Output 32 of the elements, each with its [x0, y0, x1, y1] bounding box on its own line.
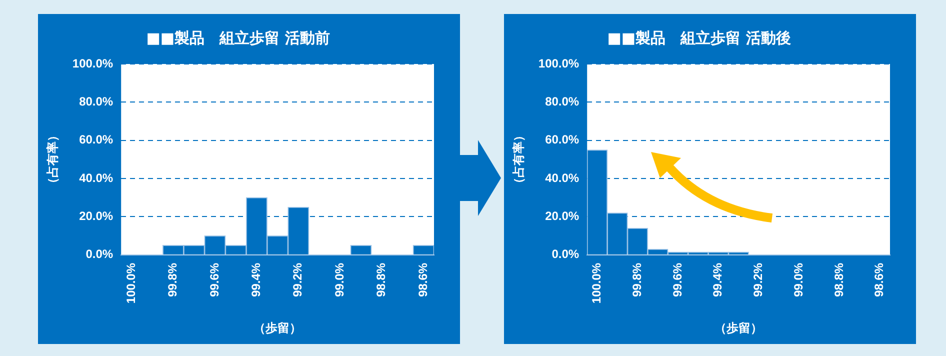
chart-title: ■■製品 組立歩留 活動後 [607, 28, 791, 47]
x-tick-label: 99.8% [166, 262, 180, 297]
x-tick-label: 99.0% [791, 262, 806, 297]
y-tick-label: 100.0% [538, 56, 580, 70]
x-axis-title: （歩留） [714, 321, 763, 336]
x-tick-label: 98.6% [872, 262, 886, 297]
y-tick-label: 40.0% [545, 170, 580, 185]
x-tick-label: 99.8% [630, 262, 644, 297]
y-tick-label: 0.0% [86, 247, 114, 262]
x-tick-label: 98.6% [416, 262, 430, 297]
y-tick-label: 40.0% [79, 170, 114, 185]
x-axis-title: （歩留） [254, 321, 302, 336]
x-tick-label: 99.4% [710, 262, 725, 297]
y-tick-label: 20.0% [79, 209, 114, 224]
x-tick-label: 99.2% [290, 262, 305, 297]
y-tick-label: 60.0% [545, 132, 580, 147]
y-tick-label: 80.0% [79, 94, 114, 108]
x-tick-label: 99.2% [751, 262, 766, 297]
x-tick-label: 99.0% [332, 262, 346, 297]
x-tick-label: 99.6% [670, 262, 684, 297]
x-tick-label: 99.6% [207, 262, 222, 297]
x-tick-label: 98.8% [832, 262, 846, 297]
y-tick-label: 80.0% [545, 94, 580, 108]
x-tick-label: 99.4% [249, 262, 263, 297]
y-tick-label: 0.0% [552, 247, 580, 262]
y-axis-title: （占有率） [512, 129, 526, 190]
y-tick-label: 100.0% [72, 56, 114, 70]
y-axis-title: （占有率） [46, 129, 60, 190]
y-tick-label: 60.0% [79, 132, 114, 147]
x-tick-label: 98.8% [374, 262, 388, 297]
y-tick-label: 20.0% [545, 209, 580, 224]
chart-title: ■■製品 組立歩留 活動前 [146, 28, 330, 47]
